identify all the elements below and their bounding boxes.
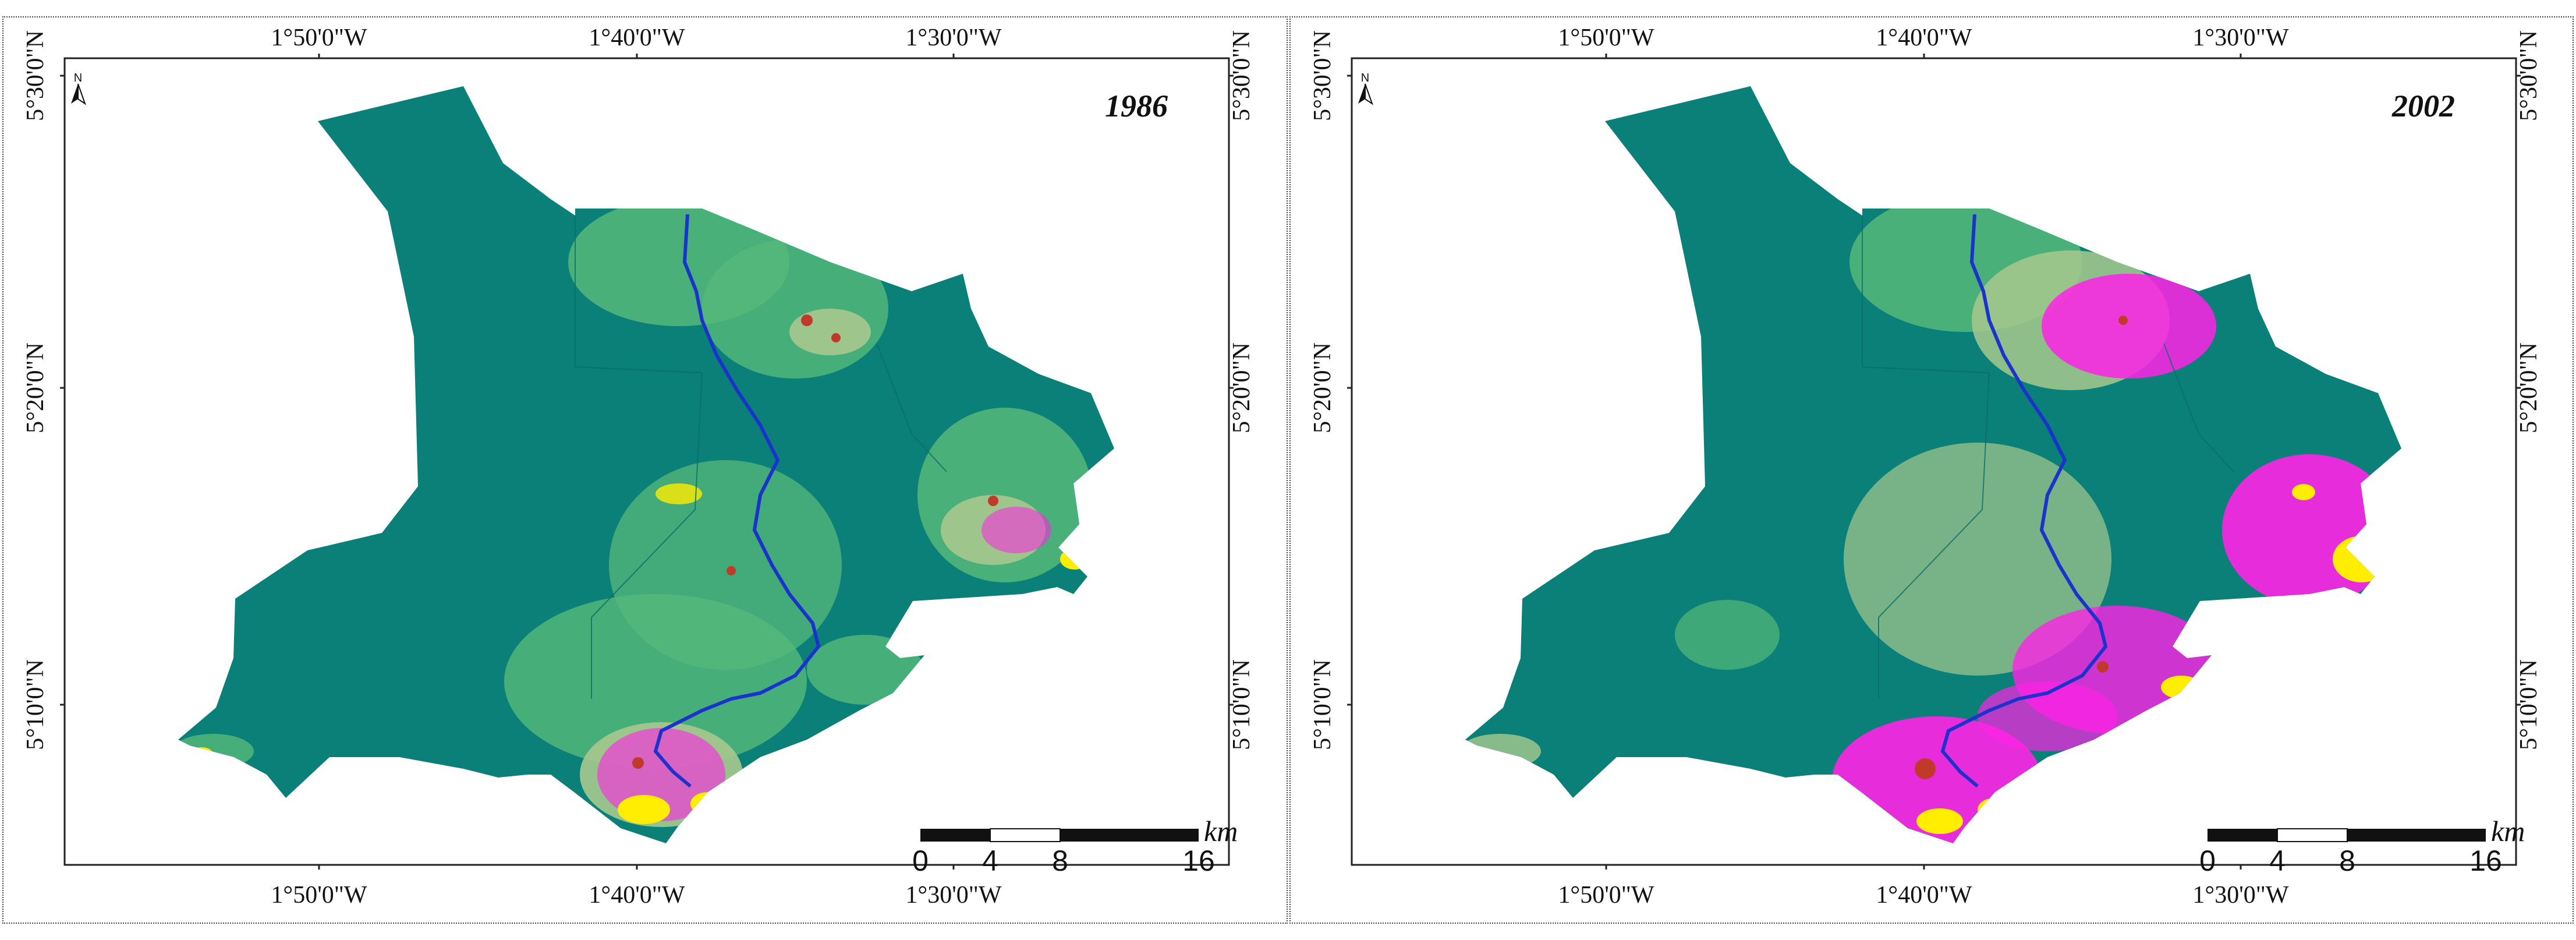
map-panel-1986: 1°50'0"W 1°40'0"W 1°30'0"W 1°50'0"W 1°40… (2, 16, 1288, 924)
map-panel-2002: 1°50'0"W 1°40'0"W 1°30'0"W 1°50'0"W 1°40… (1289, 16, 2574, 924)
map-figure-2002: 1°50'0"W 1°40'0"W 1°30'0"W 1°50'0"W 1°40… (1309, 24, 2542, 909)
right-lat-label-3: 5°10'0"N (2515, 659, 2542, 750)
river (1940, 214, 2108, 788)
graticule-ticks (1347, 54, 2521, 870)
scale-label-8: 8 (2339, 844, 2355, 877)
bottom-lon-label-3: 1°30'0"W (905, 882, 1002, 909)
top-lon-label-3: 1°30'0"W (905, 24, 1002, 51)
scale-label-0: 0 (912, 844, 929, 877)
scale-label-16: 16 (1182, 844, 1215, 877)
map-figure-1986: 1°50'0"W 1°40'0"W 1°30'0"W 1°50'0"W 1°40… (22, 24, 1255, 909)
left-lat-label-2: 5°20'0"N (22, 342, 49, 433)
left-lat-label-1: 5°30'0"N (22, 30, 49, 121)
scale-label-0: 0 (2199, 844, 2216, 877)
bottom-lon-label-2: 1°40'0"W (589, 882, 685, 909)
top-lon-label-1: 1°50'0"W (271, 24, 367, 51)
river (653, 214, 821, 788)
north-arrow-icon: N (71, 72, 86, 105)
scale-bar: 0 4 8 16 km (2199, 815, 2525, 877)
right-lat-label-3: 5°10'0"N (1228, 659, 1255, 750)
north-letter: N (74, 72, 82, 84)
left-lat-label-2: 5°20'0"N (1309, 342, 1336, 433)
north-letter: N (1361, 72, 1369, 84)
right-lat-label-2: 5°20'0"N (1228, 342, 1255, 433)
bottom-lon-label-1: 1°50'0"W (1558, 882, 1654, 909)
left-lat-label-3: 5°10'0"N (1309, 659, 1336, 750)
right-lat-label-1: 5°30'0"N (1228, 30, 1255, 121)
map-year-label: 2002 (2391, 89, 2455, 123)
right-lat-label-1: 5°30'0"N (2515, 30, 2542, 121)
bottom-lon-label-3: 1°30'0"W (2192, 882, 2289, 909)
right-lat-label-2: 5°20'0"N (2515, 342, 2542, 433)
top-lon-label-1: 1°50'0"W (1558, 24, 1654, 51)
scale-unit: km (2491, 815, 2525, 847)
north-arrow-icon: N (1358, 72, 1373, 105)
bottom-lon-label-1: 1°50'0"W (271, 882, 367, 909)
top-lon-label-2: 1°40'0"W (589, 24, 685, 51)
scale-label-16: 16 (2469, 844, 2502, 877)
scale-bar: 0 4 8 16 km (912, 815, 1238, 877)
land-cover-layer (1465, 86, 2401, 843)
top-lon-label-3: 1°30'0"W (2192, 24, 2289, 51)
scale-label-4: 4 (2269, 844, 2286, 877)
bottom-lon-label-2: 1°40'0"W (1876, 882, 1972, 909)
left-lat-label-1: 5°30'0"N (1309, 30, 1336, 121)
top-lon-label-2: 1°40'0"W (1876, 24, 1972, 51)
left-lat-label-3: 5°10'0"N (22, 659, 49, 750)
scale-label-4: 4 (982, 844, 998, 877)
scale-label-8: 8 (1052, 844, 1068, 877)
scale-unit: km (1204, 815, 1238, 847)
graticule-ticks (60, 54, 1234, 870)
map-year-label: 1986 (1105, 89, 1168, 123)
land-cover-layer (178, 86, 1114, 843)
